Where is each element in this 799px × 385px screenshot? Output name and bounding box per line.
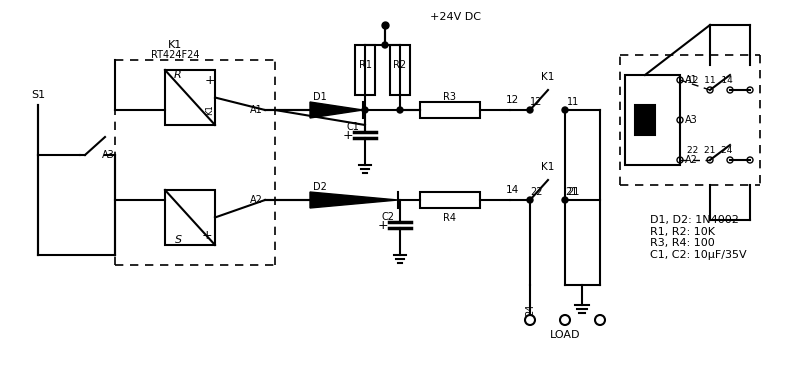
Text: A1: A1	[250, 105, 263, 115]
Circle shape	[527, 107, 533, 113]
Text: 12: 12	[530, 97, 543, 107]
Text: 22: 22	[530, 187, 543, 197]
Text: A2: A2	[250, 195, 263, 205]
Text: A1: A1	[685, 75, 698, 85]
Text: RT424F24: RT424F24	[151, 50, 199, 60]
Bar	[635, 105, 655, 135]
Text: LOAD: LOAD	[550, 330, 580, 340]
Text: +: +	[201, 229, 213, 241]
Polygon shape	[310, 102, 363, 118]
Text: +: +	[343, 129, 353, 142]
Bar	[390, 45, 410, 95]
Text: A2: A2	[685, 155, 698, 165]
Text: A3: A3	[685, 115, 698, 125]
Text: K1: K1	[205, 105, 214, 116]
Text: R: R	[174, 70, 182, 80]
Text: 11: 11	[567, 97, 579, 107]
Circle shape	[382, 42, 388, 48]
Text: K1: K1	[541, 72, 555, 82]
Text: +: +	[378, 219, 388, 231]
Text: R4: R4	[443, 213, 456, 223]
Circle shape	[362, 107, 368, 113]
Text: C1: C1	[347, 122, 360, 132]
Text: 12  11  14: 12 11 14	[687, 75, 733, 84]
Text: 24: 24	[525, 304, 535, 316]
Text: 14: 14	[506, 185, 519, 195]
Circle shape	[527, 197, 533, 203]
Text: 21: 21	[567, 187, 579, 197]
Text: S: S	[174, 235, 181, 245]
Text: +24V DC: +24V DC	[430, 12, 481, 22]
Text: D1, D2: 1N4002
R1, R2: 10K
R3, R4: 100
C1, C2: 10μF/35V: D1, D2: 1N4002 R1, R2: 10K R3, R4: 100 C…	[650, 215, 746, 260]
Text: S1: S1	[31, 90, 45, 100]
Text: D1: D1	[313, 92, 327, 102]
Text: R1: R1	[359, 60, 372, 70]
Text: A3: A3	[102, 150, 115, 160]
Text: K1: K1	[541, 162, 555, 172]
Text: 12: 12	[506, 95, 519, 105]
Text: +: +	[205, 74, 215, 87]
Bar	[420, 192, 480, 208]
Bar	[420, 102, 480, 118]
Text: K1: K1	[168, 40, 182, 50]
Circle shape	[562, 107, 568, 113]
Polygon shape	[310, 192, 398, 208]
Bar	[165, 70, 215, 125]
Text: 21: 21	[565, 187, 578, 197]
Text: 22  21  24: 22 21 24	[687, 146, 733, 154]
Text: C2: C2	[381, 212, 395, 222]
Bar	[165, 190, 215, 245]
Bar	[355, 45, 375, 95]
Circle shape	[562, 197, 568, 203]
Text: D2: D2	[313, 182, 327, 192]
Bar	[625, 75, 680, 165]
Circle shape	[397, 107, 403, 113]
Text: R2: R2	[393, 60, 407, 70]
Text: R3: R3	[443, 92, 456, 102]
